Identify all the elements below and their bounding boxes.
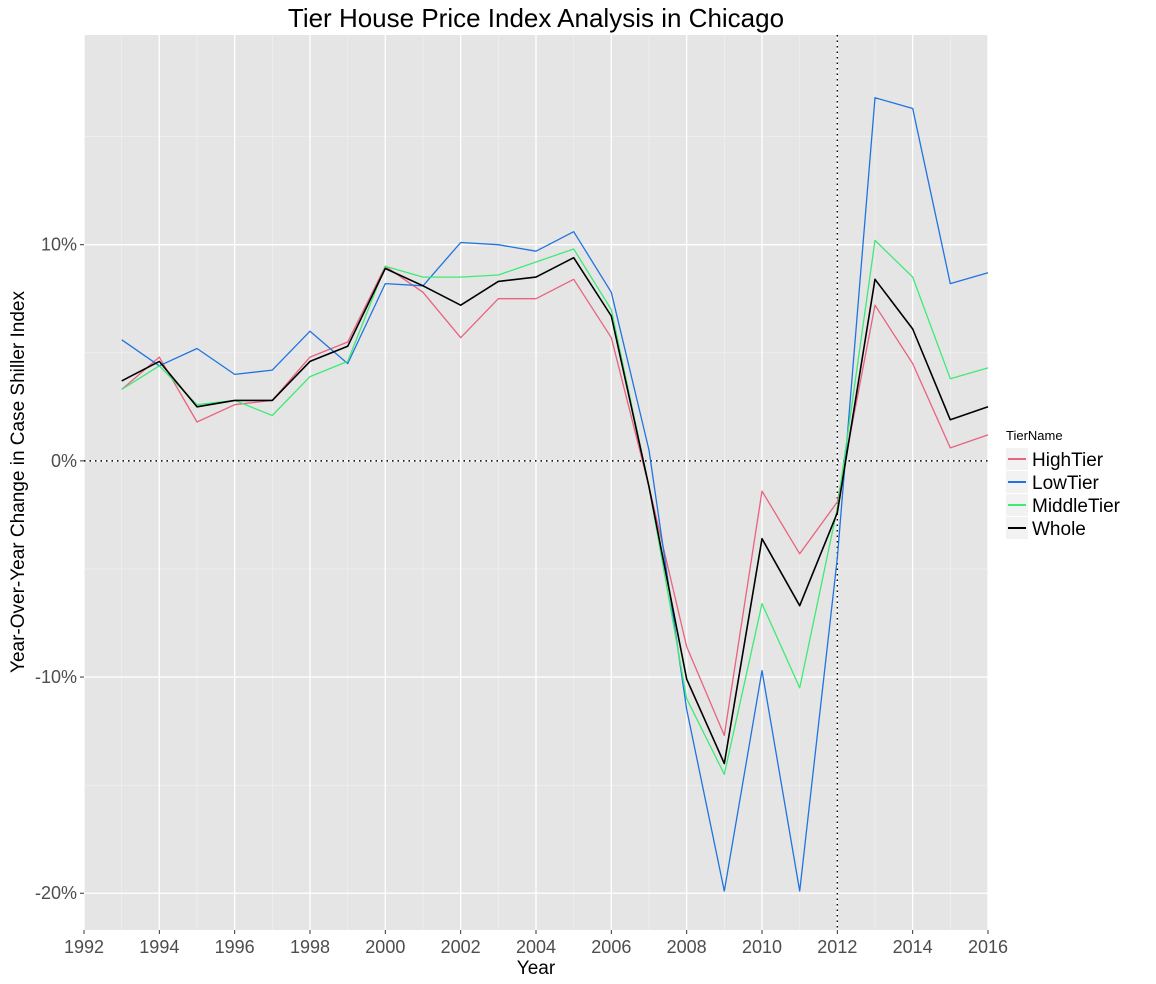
- y-axis-title: Year-Over-Year Change in Case Shiller In…: [8, 291, 29, 673]
- x-axis-title: Year: [517, 958, 556, 979]
- series-layer: [121, 97, 989, 892]
- x-tick-label: 2000: [365, 937, 405, 957]
- y-tick-label: 0%: [51, 451, 77, 471]
- series-line-whole: [121, 256, 989, 765]
- series-line-lowtier: [121, 97, 989, 892]
- legend-label-whole: Whole: [1032, 519, 1086, 540]
- y-axis: 10% 0% -10% -20%: [35, 235, 84, 903]
- series-line-middletier: [121, 239, 989, 775]
- x-axis: 1992 1994 1996 1998 2000 2002 2004 2006 2008 2010…: [64, 930, 1008, 957]
- x-tick-label: 2010: [742, 937, 782, 957]
- x-tick-label: 1998: [290, 937, 330, 957]
- y-tick-label: 10%: [41, 235, 77, 255]
- reference-lines: [84, 35, 988, 930]
- x-tick-label: 2004: [516, 937, 556, 957]
- chart-title: Tier House Price Index Analysis in Chica…: [288, 3, 784, 33]
- y-tick-label: -20%: [35, 883, 77, 903]
- x-tick-label: 1994: [139, 937, 179, 957]
- x-tick-label: 2002: [441, 937, 481, 957]
- legend-label-hightier: HighTier: [1032, 450, 1104, 471]
- x-tick-label: 2012: [817, 937, 857, 957]
- legend-label-middletier: MiddleTier: [1032, 496, 1121, 517]
- x-tick-label: 2014: [893, 937, 933, 957]
- x-tick-label: 2008: [667, 937, 707, 957]
- x-tick-label: 1992: [64, 937, 104, 957]
- x-tick-label: 2006: [591, 937, 631, 957]
- legend-label-lowtier: LowTier: [1032, 473, 1100, 494]
- x-tick-label: 1996: [215, 937, 255, 957]
- legend-title: TierName: [1006, 428, 1063, 443]
- x-tick-label: 2016: [968, 937, 1008, 957]
- y-tick-label: -10%: [35, 667, 77, 687]
